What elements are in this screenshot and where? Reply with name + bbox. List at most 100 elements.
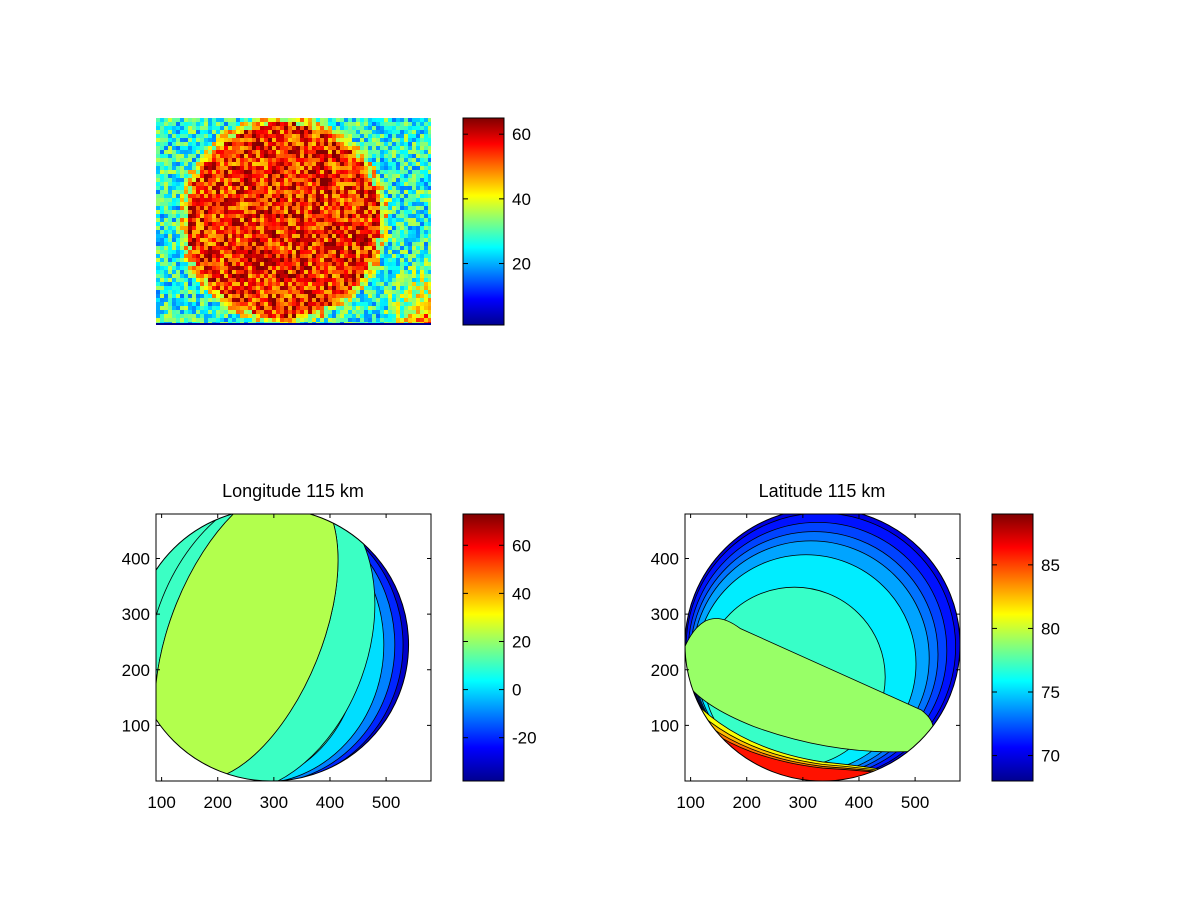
image-pixel (268, 266, 272, 270)
image-pixel (380, 286, 384, 290)
image-pixel (428, 170, 431, 174)
image-pixel (356, 250, 360, 254)
image-pixel (372, 122, 376, 126)
image-pixel (204, 246, 208, 250)
image-pixel (372, 118, 376, 122)
image-pixel (300, 206, 304, 210)
image-pixel (400, 122, 404, 126)
contour-band (685, 618, 934, 753)
image-pixel (168, 262, 172, 266)
image-pixel (172, 318, 176, 322)
image-pixel (252, 190, 256, 194)
image-pixel (304, 206, 308, 210)
image-pixel (348, 310, 352, 314)
image-pixel (296, 142, 300, 146)
image-pixel (236, 154, 240, 158)
image-pixel (160, 202, 164, 206)
image-pixel (332, 282, 336, 286)
image-pixel (236, 302, 240, 306)
image-pixel (276, 214, 280, 218)
image-pixel (308, 138, 312, 142)
image-pixel (404, 174, 408, 178)
image-pixel (240, 178, 244, 182)
image-pixel (296, 258, 300, 262)
image-pixel (396, 182, 400, 186)
image-pixel (240, 182, 244, 186)
image-pixel (228, 286, 232, 290)
image-pixel (232, 230, 236, 234)
image-pixel (340, 126, 344, 130)
image-pixel (268, 162, 272, 166)
image-pixel (304, 270, 308, 274)
image-pixel (368, 118, 372, 122)
image-pixel (292, 222, 296, 226)
image-pixel (284, 162, 288, 166)
image-pixel (196, 274, 200, 278)
image-pixel (208, 146, 212, 150)
image-pixel (400, 138, 404, 142)
image-pixel (396, 214, 400, 218)
image-pixel (196, 214, 200, 218)
image-pixel (364, 298, 368, 302)
image-pixel (204, 170, 208, 174)
image-pixel (400, 150, 404, 154)
image-pixel (196, 198, 200, 202)
image-pixel (368, 318, 372, 322)
image-pixel (256, 162, 260, 166)
image-pixel (304, 214, 308, 218)
image-pixel (420, 142, 424, 146)
image-pixel (180, 222, 184, 226)
image-pixel (324, 302, 328, 306)
image-pixel (404, 310, 408, 314)
image-pixel (220, 294, 224, 298)
image-pixel (204, 234, 208, 238)
image-pixel (296, 162, 300, 166)
image-pixel (172, 290, 176, 294)
image-pixel (200, 150, 204, 154)
image-pixel (264, 262, 268, 266)
image-pixel (212, 182, 216, 186)
image-pixel (368, 222, 372, 226)
image-pixel (252, 194, 256, 198)
image-pixel (196, 134, 200, 138)
image-pixel (388, 202, 392, 206)
image-pixel (420, 278, 424, 282)
image-pixel (260, 262, 264, 266)
image-pixel (280, 250, 284, 254)
image-pixel (156, 178, 160, 182)
image-pixel (392, 174, 396, 178)
image-pixel (348, 250, 352, 254)
image-pixel (360, 294, 364, 298)
image-pixel (384, 154, 388, 158)
image-pixel (288, 130, 292, 134)
image-pixel (364, 314, 368, 318)
image-pixel (164, 158, 168, 162)
image-pixel (424, 142, 428, 146)
image-pixel (300, 182, 304, 186)
image-pixel (424, 214, 428, 218)
image-pixel (340, 202, 344, 206)
image-pixel (288, 282, 292, 286)
image-pixel (424, 222, 428, 226)
image-pixel (308, 274, 312, 278)
image-pixel (300, 242, 304, 246)
image-pixel (208, 206, 212, 210)
image-pixel (320, 214, 324, 218)
image-pixel (352, 182, 356, 186)
image-pixel (160, 166, 164, 170)
image-pixel (256, 126, 260, 130)
image-pixel (272, 174, 276, 178)
image-pixel (236, 282, 240, 286)
image-pixel (340, 246, 344, 250)
image-pixel (272, 130, 276, 134)
image-pixel (412, 270, 416, 274)
image-pixel (408, 206, 412, 210)
image-pixel (376, 242, 380, 246)
image-pixel (284, 154, 288, 158)
image-pixel (372, 186, 376, 190)
image-pixel (196, 310, 200, 314)
image-pixel (296, 222, 300, 226)
image-pixel (384, 254, 388, 258)
image-pixel (276, 250, 280, 254)
image-pixel (336, 254, 340, 258)
